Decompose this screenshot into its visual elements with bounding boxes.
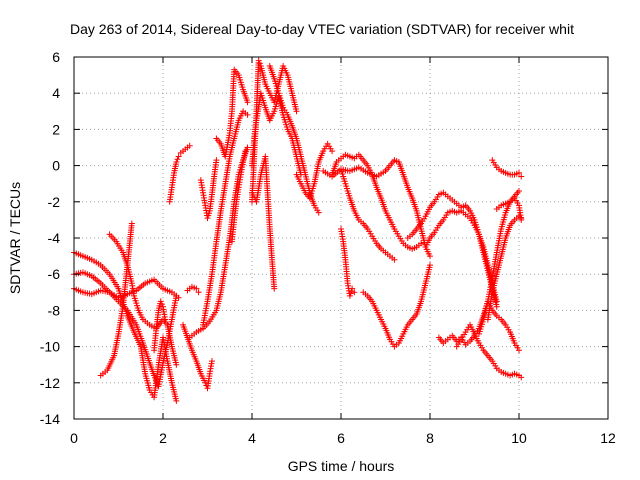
- data-point: [315, 209, 322, 216]
- data-point: [244, 111, 251, 118]
- series-track-af: [493, 187, 522, 213]
- data-point: [293, 108, 300, 115]
- data-point: [493, 303, 500, 310]
- data-point: [213, 157, 220, 164]
- y-axis-label: SDTVAR / TECUs: [7, 182, 23, 294]
- data-point: [516, 347, 522, 354]
- x-tick-label: 2: [159, 430, 167, 446]
- data-point: [173, 361, 180, 368]
- data-point: [271, 285, 278, 292]
- series-track-s: [293, 140, 336, 202]
- data-point: [195, 289, 202, 296]
- data-point: [128, 220, 135, 227]
- axis-ticks: [73, 56, 609, 420]
- chart-title: Day 263 of 2014, Sidereal Day-to-day VTE…: [70, 21, 574, 37]
- data-point: [518, 173, 525, 180]
- y-tick-label: 0: [52, 158, 60, 174]
- data-point: [174, 156, 181, 163]
- y-tick-label: -12: [40, 375, 60, 391]
- data-point: [242, 148, 249, 155]
- series-track-d: [97, 220, 135, 379]
- series-track-ab: [453, 321, 525, 381]
- series-track-ac: [484, 213, 525, 323]
- y-tick-label: 6: [52, 49, 60, 65]
- y-tick-label: -14: [40, 411, 60, 427]
- series-track-ae: [489, 157, 525, 180]
- series-track-e: [106, 231, 180, 368]
- data-points: [71, 57, 525, 404]
- series-track-h: [184, 283, 202, 296]
- data-point: [516, 187, 522, 194]
- x-tick-label: 0: [70, 430, 78, 446]
- y-tick-label: 2: [52, 121, 60, 137]
- series-track-g: [166, 142, 193, 205]
- series-track-r: [266, 63, 322, 216]
- data-point: [329, 148, 336, 155]
- data-point: [175, 294, 182, 301]
- series-track-t: [329, 151, 425, 252]
- data-point: [256, 60, 263, 67]
- data-point: [244, 99, 251, 106]
- data-point: [418, 240, 425, 247]
- series-track-l: [197, 157, 220, 222]
- x-tick-label: 8: [426, 430, 434, 446]
- data-point: [158, 301, 165, 308]
- series-track-f: [151, 298, 169, 354]
- data-point: [349, 285, 356, 292]
- y-tick-label: 4: [52, 85, 60, 101]
- series-track-n: [228, 148, 249, 245]
- data-point: [391, 256, 398, 263]
- data-point: [173, 397, 180, 404]
- x-tick-label: 6: [337, 430, 345, 446]
- series-track-x: [360, 262, 433, 350]
- data-point: [175, 153, 182, 160]
- x-tick-label: 10: [511, 430, 527, 446]
- data-point: [518, 216, 525, 223]
- y-tick-label: -4: [48, 230, 61, 246]
- data-point: [518, 374, 525, 381]
- data-point: [255, 57, 262, 64]
- x-tick-label: 4: [248, 430, 256, 446]
- data-point: [162, 316, 169, 323]
- y-tick-label: -2: [48, 194, 61, 210]
- data-point: [427, 253, 433, 260]
- data-point: [208, 358, 215, 365]
- series-track-k: [200, 108, 251, 328]
- series-track-c: [71, 276, 182, 301]
- series-track-w: [338, 225, 358, 299]
- data-point: [244, 144, 251, 151]
- data-point: [193, 285, 200, 292]
- series-track-m: [213, 66, 251, 160]
- data-point: [493, 298, 500, 305]
- data-point: [186, 142, 193, 149]
- data-point: [516, 169, 522, 176]
- data-point: [173, 158, 180, 165]
- series-track-v: [338, 166, 398, 263]
- y-tick-label: -10: [40, 339, 60, 355]
- data-point: [427, 262, 433, 269]
- data-point: [157, 298, 164, 305]
- series-track-q: [249, 153, 278, 292]
- x-axis-label: GPS time / hours: [288, 458, 395, 474]
- x-tick-label: 12: [600, 430, 616, 446]
- tick-labels: 0 2 4 6 8 10 12 -14 -12 -10 -8 -6 -4 -2 0 2 4 6: [40, 49, 616, 446]
- y-tick-label: -6: [48, 266, 61, 282]
- series-track-i: [180, 321, 215, 392]
- data-point: [351, 289, 358, 296]
- data-point: [202, 379, 209, 386]
- y-tick-label: -8: [48, 302, 61, 318]
